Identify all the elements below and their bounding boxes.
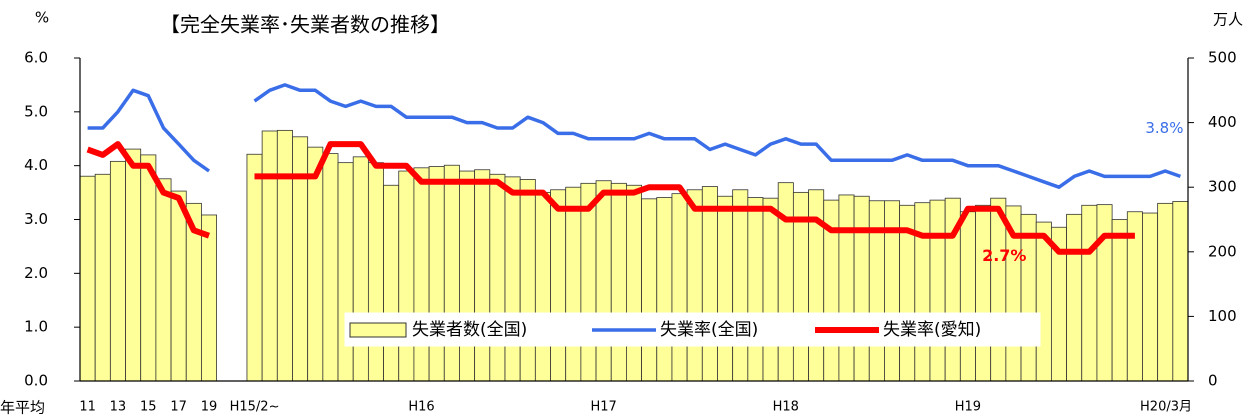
bar [732, 189, 749, 382]
bar [990, 197, 1007, 382]
y-tick-label: 5.0 [24, 102, 48, 120]
y2-tick-label: 0 [1208, 372, 1218, 390]
legend-box [344, 312, 1041, 347]
bar [671, 193, 688, 382]
bar [929, 199, 946, 382]
legend-label: 失業者数(全国) [412, 320, 527, 340]
bar [261, 130, 278, 382]
bar [1081, 204, 1098, 382]
bar [959, 211, 976, 382]
bar [155, 178, 172, 382]
bar [762, 197, 779, 382]
x-tick-label: H18 [773, 400, 799, 415]
bar [125, 148, 142, 382]
y-tick-label: 2.0 [24, 264, 48, 282]
y-tick-label: 3.0 [24, 210, 48, 228]
bar [443, 164, 460, 382]
bar [322, 153, 339, 382]
x-tick-label: H15/2~ [230, 400, 280, 415]
bar [489, 173, 506, 382]
bar [246, 153, 263, 382]
bar [1020, 213, 1037, 382]
bar [534, 191, 551, 382]
x-tick-label: H17 [590, 400, 616, 415]
y-tick-label: 1.0 [24, 318, 48, 336]
x-tick-label: H16 [408, 400, 434, 415]
y2-axis-label: 万人 [1213, 11, 1243, 29]
bar [975, 204, 992, 382]
bar [595, 180, 612, 382]
x-tick-label: H19 [955, 400, 981, 415]
line [86, 141, 1135, 255]
bar [1035, 221, 1052, 382]
bar [276, 129, 293, 382]
y-tick-label: 0.0 [24, 372, 48, 390]
y-tick-label: 6.0 [24, 49, 48, 67]
y2-tick-label: 400 [1208, 113, 1237, 131]
bar [686, 189, 703, 382]
bar [626, 184, 642, 382]
bar [474, 169, 491, 382]
bar [459, 170, 476, 382]
y2-tick-label: 100 [1208, 307, 1237, 325]
value-label: 3.8% [1145, 119, 1183, 137]
bar [610, 182, 627, 382]
x-tick-label: 13 [110, 400, 127, 415]
legend-swatch [349, 322, 407, 338]
bar [94, 173, 111, 382]
bar [580, 182, 597, 382]
x-tick-label: 15 [140, 400, 157, 415]
bar [504, 176, 521, 382]
x-tick-label: H20/3月 [1140, 400, 1192, 415]
bar [307, 146, 324, 382]
chart-title: 【完全失業率･失業者数の推移】 [160, 13, 450, 37]
bar [519, 179, 536, 382]
bar [367, 162, 384, 382]
bar [337, 162, 354, 382]
bar [914, 202, 931, 382]
bar [140, 154, 157, 382]
bar [1111, 219, 1128, 382]
x-tick-label: 11 [79, 400, 96, 415]
bar [1142, 212, 1159, 382]
bar [79, 175, 96, 382]
bar [352, 156, 369, 382]
legend-label: 失業率(全国) [660, 320, 758, 340]
bar [747, 197, 764, 382]
bar [170, 190, 187, 382]
x-tick-label: 17 [170, 400, 187, 415]
x-tick-label: 19 [201, 400, 218, 415]
legend-label: 失業率(愛知) [883, 320, 981, 340]
bar [565, 186, 582, 382]
bar [717, 195, 734, 382]
bar [641, 198, 658, 382]
x-note: 年平均 [0, 399, 45, 417]
bar [853, 195, 870, 382]
bar [428, 166, 445, 382]
value-label: 2.7% [982, 246, 1026, 265]
bar [1096, 204, 1113, 382]
bar [398, 170, 415, 382]
y2-tick-label: 200 [1208, 242, 1237, 260]
bar [383, 184, 400, 382]
y2-tick-label: 500 [1208, 49, 1237, 67]
y-axis-label: % [35, 9, 49, 27]
bar [701, 186, 718, 382]
bar [656, 197, 673, 382]
bar [1066, 213, 1083, 382]
bar [1157, 202, 1174, 382]
line [87, 83, 1181, 189]
bar [1172, 201, 1189, 382]
bar [109, 160, 126, 382]
bar [413, 167, 430, 382]
y2-tick-label: 300 [1208, 178, 1237, 196]
bar [838, 194, 855, 382]
bar [550, 189, 567, 382]
bar [201, 214, 218, 382]
y-tick-label: 4.0 [24, 156, 48, 174]
